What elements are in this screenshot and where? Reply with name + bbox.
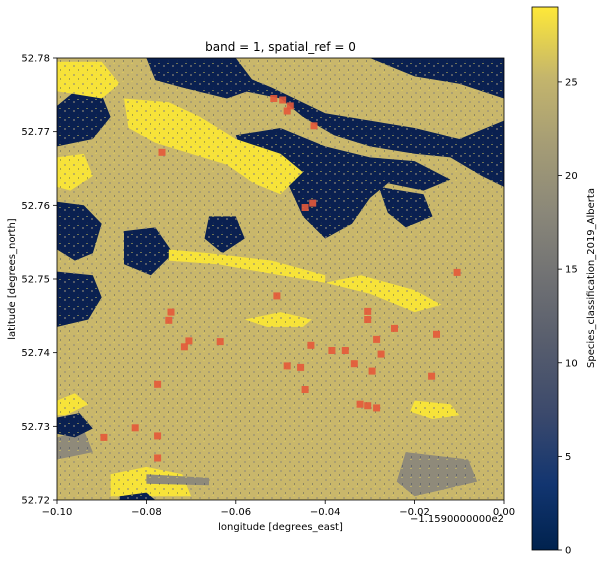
sample-marker (154, 454, 162, 462)
colorbar-frame (531, 6, 559, 551)
sample-markers (100, 95, 461, 462)
sample-marker (165, 316, 173, 324)
colorbar-gradient (532, 7, 558, 550)
sample-marker (341, 347, 349, 354)
x-axis-label: longitude [degrees_east] (218, 522, 343, 533)
chart-title: band = 1, spatial_ref = 0 (205, 40, 356, 54)
sample-marker (270, 95, 278, 102)
sample-marker (301, 386, 309, 393)
sample-marker (216, 338, 224, 346)
colorbar: 0 5 10 15 20 25 Species_classification_2019_A… (531, 6, 597, 557)
x-tick-label: 0.00 (493, 507, 515, 518)
sample-marker (364, 316, 372, 323)
y-tick-label: 52.74 (21, 348, 50, 359)
colorbar-tick-label: 0 (565, 546, 571, 557)
sample-marker (167, 308, 175, 316)
sample-marker (391, 324, 398, 332)
sample-marker (273, 292, 281, 300)
x-tick-label: −0.10 (42, 507, 73, 518)
sample-marker (428, 372, 436, 380)
colorbar-tick-label: 20 (565, 171, 578, 182)
y-tick-label: 52.76 (21, 201, 50, 212)
colorbar-tick-label: 25 (565, 77, 578, 88)
sample-marker (180, 343, 188, 351)
sample-marker (310, 122, 318, 130)
colorbar-tick-label: 10 (565, 358, 578, 369)
y-axis-label: latitude [degrees_north] (7, 218, 18, 340)
sample-marker (364, 402, 372, 410)
sample-marker (356, 400, 364, 408)
sample-marker (373, 335, 381, 343)
sample-marker (453, 268, 461, 276)
colorbar-tick-label: 5 (565, 452, 571, 463)
x-axis: −0.10 −0.08 −0.06 −0.04 −0.02 0.00 (42, 500, 515, 518)
colorbar-ticks: 0 5 10 15 20 25 (558, 77, 578, 557)
heatmap-area (57, 58, 504, 500)
sample-marker (309, 199, 317, 207)
x-tick-label: −0.04 (310, 507, 341, 518)
sample-marker (154, 432, 162, 440)
sample-marker (286, 102, 294, 110)
sample-marker (297, 363, 305, 371)
y-tick-label: 52.73 (21, 422, 50, 433)
sample-marker (301, 204, 309, 211)
y-tick-label: 52.77 (21, 127, 50, 138)
y-tick-label: 52.75 (21, 275, 50, 286)
x-axis-offset: −1.1590000000e2 (410, 514, 504, 525)
sample-marker (373, 404, 381, 412)
sample-marker (154, 380, 162, 388)
sample-marker (158, 148, 166, 156)
sample-marker (279, 96, 287, 104)
sample-marker (307, 341, 315, 349)
sample-marker (283, 107, 291, 115)
sample-marker (377, 350, 385, 358)
x-tick-label: −0.06 (220, 507, 251, 518)
y-tick-label: 52.72 (21, 496, 50, 507)
y-axis: 52.72 52.73 52.74 52.75 52.76 52.77 52.78 (21, 54, 57, 507)
x-tick-label: −0.02 (399, 507, 430, 518)
colorbar-tick-label: 15 (565, 265, 578, 276)
sample-marker (328, 347, 336, 354)
texture-overlay (57, 58, 504, 500)
sample-marker (433, 330, 440, 338)
sample-marker (368, 367, 376, 375)
y-tick-label: 52.78 (21, 54, 50, 65)
sample-marker (100, 433, 108, 441)
sample-marker (185, 337, 193, 345)
sample-marker (131, 424, 139, 432)
colorbar-label: Species_classification_2019_Alberta (586, 188, 597, 368)
x-tick-label: −0.08 (131, 507, 162, 518)
sample-marker (283, 362, 291, 370)
sample-marker (364, 307, 372, 315)
sample-marker (350, 360, 358, 368)
